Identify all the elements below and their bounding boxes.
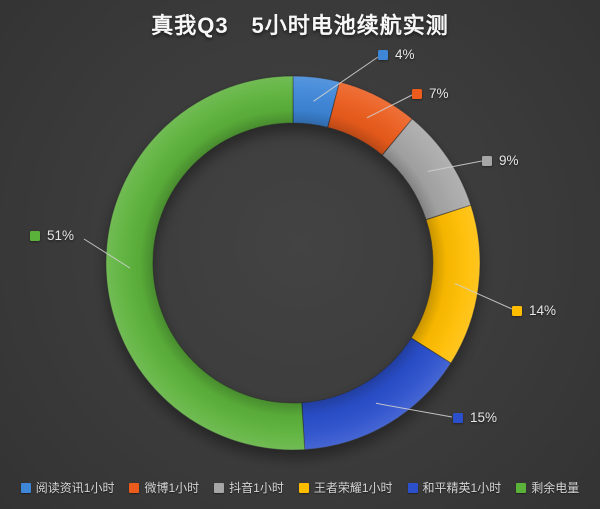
ring-shading-overlay (106, 76, 480, 450)
data-label-marker-5 (30, 231, 40, 241)
leader-line-1 (366, 94, 413, 119)
legend-label: 王者荣耀1小时 (313, 481, 393, 495)
data-label-value-2: 9% (499, 153, 519, 168)
legend-item-2: 抖音1小时 (214, 482, 284, 494)
data-label-value-1: 7% (429, 86, 449, 101)
data-label-marker-2 (482, 156, 492, 166)
data-label-marker-3 (512, 306, 522, 316)
legend-item-1: 微博1小时 (129, 482, 199, 494)
legend-label: 阅读资讯1小时 (35, 481, 115, 495)
leader-line-0 (313, 56, 379, 102)
leader-line-4 (375, 402, 453, 418)
data-label-value-4: 15% (470, 410, 498, 425)
legend-swatch-icon (516, 483, 527, 493)
legend-swatch-icon (129, 483, 140, 493)
data-label-marker-4 (453, 413, 463, 423)
data-label-marker-0 (378, 50, 388, 60)
legend-swatch-icon (298, 483, 309, 493)
legend-item-5: 剩余电量 (516, 482, 579, 494)
legend-label: 微博1小时 (144, 481, 200, 495)
data-label-marker-1 (412, 89, 422, 99)
legend-item-3: 王者荣耀1小时 (298, 481, 393, 495)
legend-label: 和平精英1小时 (422, 481, 502, 495)
legend-label: 剩余电量 (531, 481, 580, 495)
legend: 阅读资讯1小时 微博1小时 抖音1小时 王者荣耀1小时 和平精英1小时 剩余电量 (0, 482, 600, 494)
data-label-value-5: 51% (47, 228, 75, 243)
leader-line-3 (454, 282, 513, 310)
legend-label: 抖音1小时 (229, 481, 284, 495)
legend-swatch-icon (20, 483, 31, 493)
chart-title: 真我Q3 5小时电池续航实测 (151, 13, 449, 38)
leader-line-2 (427, 160, 483, 172)
legend-swatch-icon (407, 483, 418, 493)
legend-swatch-icon (214, 483, 225, 493)
legend-item-0: 阅读资讯1小时 (20, 481, 115, 495)
leader-line-5 (83, 238, 131, 269)
legend-item-4: 和平精英1小时 (407, 481, 502, 495)
data-label-value-3: 14% (529, 303, 557, 318)
data-label-value-0: 4% (395, 47, 415, 62)
